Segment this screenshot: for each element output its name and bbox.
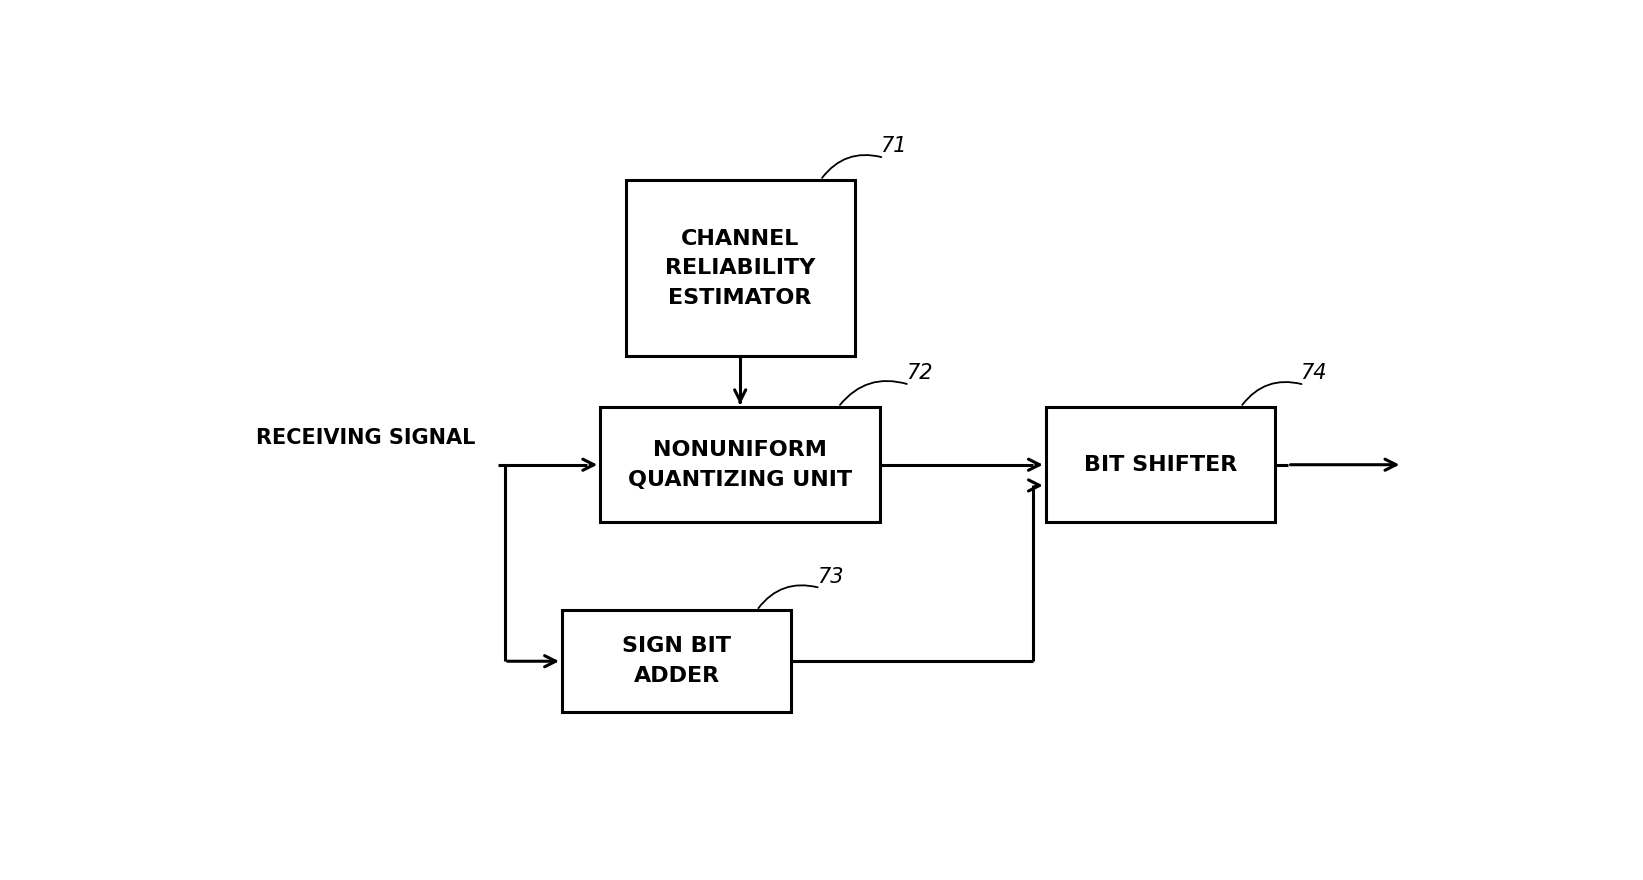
Text: CHANNEL
RELIABILITY
ESTIMATOR: CHANNEL RELIABILITY ESTIMATOR <box>665 229 815 308</box>
Text: RECEIVING SIGNAL: RECEIVING SIGNAL <box>256 428 476 448</box>
Bar <box>1047 407 1275 523</box>
Text: NONUNIFORM
QUANTIZING UNIT: NONUNIFORM QUANTIZING UNIT <box>628 440 853 489</box>
Text: 72: 72 <box>905 363 932 384</box>
Bar <box>562 611 792 712</box>
Text: SIGN BIT
ADDER: SIGN BIT ADDER <box>623 636 731 686</box>
Text: 73: 73 <box>817 567 843 587</box>
Text: BIT SHIFTER: BIT SHIFTER <box>1084 455 1237 474</box>
Text: 71: 71 <box>881 136 907 157</box>
Text: 74: 74 <box>1301 363 1328 384</box>
Bar <box>600 407 881 523</box>
Bar <box>626 180 854 356</box>
